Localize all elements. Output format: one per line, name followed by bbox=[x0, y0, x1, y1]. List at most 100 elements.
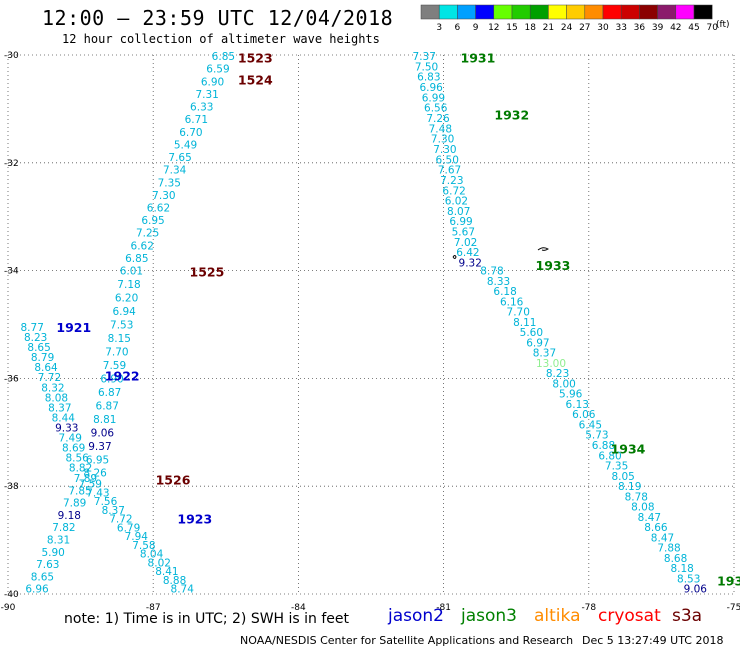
wave-height-value: 7.18 bbox=[117, 279, 140, 291]
wave-height-value: 6.13 bbox=[566, 399, 589, 411]
satellite-jason2: jason2 bbox=[388, 606, 444, 626]
wave-height-value: 8.88 bbox=[163, 575, 186, 587]
legend-label: 70 bbox=[706, 23, 718, 33]
wave-height-value: 8.05 bbox=[611, 471, 634, 483]
legend-label: 42 bbox=[670, 23, 681, 33]
wave-height-value: 6.95 bbox=[141, 215, 164, 227]
wave-height-value: 8.07 bbox=[447, 206, 470, 218]
wave-height-value: 7.88 bbox=[657, 543, 680, 555]
track-time-label: 1934 bbox=[611, 441, 646, 456]
wave-height-value: 6.45 bbox=[579, 419, 602, 431]
legend-swatch bbox=[420, 4, 440, 20]
wave-height-value: 5.73 bbox=[585, 430, 608, 442]
wave-height-value: 7.72 bbox=[109, 514, 132, 526]
wave-height-value: 7.63 bbox=[36, 559, 59, 571]
wave-height-value: 8.65 bbox=[31, 571, 54, 583]
wave-height-value: 7.43 bbox=[86, 487, 109, 499]
axis-ticks: -90 -87 -84 -81 -78 -75 -30 -32 -34 -36 -38 -40 bbox=[1, 51, 740, 613]
wave-height-value: 5.67 bbox=[452, 227, 475, 239]
legend-label: 6 bbox=[455, 23, 461, 33]
map-grid bbox=[7, 54, 735, 595]
lat-tick-label: -38 bbox=[4, 482, 19, 492]
wave-height-value: 8.31 bbox=[47, 535, 70, 547]
wave-height-value: 5.96 bbox=[559, 389, 583, 401]
wave-height-value: 7.67 bbox=[438, 165, 461, 177]
wave-height-value: 8.33 bbox=[487, 276, 510, 288]
wave-height-value: 8.08 bbox=[631, 502, 654, 514]
wave-height-value: 6.87 bbox=[98, 387, 121, 399]
legend-unit: (ft) bbox=[716, 20, 730, 30]
legend-label: 24 bbox=[561, 23, 573, 33]
legend-label: 39 bbox=[652, 23, 664, 33]
wave-height-value: 9.32 bbox=[459, 258, 482, 270]
lat-tick-label: -36 bbox=[4, 374, 19, 384]
track-time-label: 1935 bbox=[717, 574, 740, 589]
track-time-label: 1921 bbox=[56, 320, 91, 335]
legend-swatch bbox=[511, 4, 531, 20]
wave-height-value: 9.06 bbox=[91, 427, 115, 439]
wave-height-value: 6.90 bbox=[201, 76, 224, 88]
wave-height-value: 9.06 bbox=[684, 584, 708, 596]
legend-swatch bbox=[548, 4, 567, 20]
lon-tick-label: -90 bbox=[1, 603, 16, 613]
wave-height-value: 7.82 bbox=[52, 522, 75, 534]
island-mark bbox=[537, 247, 549, 251]
wave-height-value: 6.96 bbox=[25, 584, 49, 596]
wave-height-value: 5.60 bbox=[520, 327, 543, 339]
wave-height-value: 8.32 bbox=[41, 382, 64, 394]
legend-swatch bbox=[639, 4, 658, 20]
wave-height-value: 8.68 bbox=[664, 553, 687, 565]
wave-height-value: 7.37 bbox=[413, 51, 436, 63]
wave-height-value: 7.94 bbox=[125, 531, 149, 543]
wave-height-value: 6.99 bbox=[449, 216, 472, 228]
wave-height-value: 6.72 bbox=[442, 185, 465, 197]
wave-height-value: 6.59 bbox=[206, 64, 229, 76]
footer-note: note: 1) Time is in UTC; 2) SWH is in fe… bbox=[64, 611, 350, 627]
page-title: 12:00 — 23:59 UTC 12/04/2018 bbox=[42, 6, 394, 30]
wave-height-value: 6.80 bbox=[598, 450, 621, 462]
wave-height-value: 6.83 bbox=[417, 72, 440, 84]
track-time-label: 1931 bbox=[461, 51, 496, 66]
footer-timestamp: Dec 5 13:27:49 UTC 2018 bbox=[582, 634, 724, 647]
wave-height-value: 7.59 bbox=[103, 360, 126, 372]
wave-height-value: 6.94 bbox=[112, 306, 136, 318]
color-legend: 3 6 9 12 15 18 21 24 27 30 33 36 39 42 45 70 bbox=[420, 4, 718, 33]
legend-label: 27 bbox=[579, 23, 590, 33]
wave-height-value: 8.82 bbox=[69, 462, 92, 474]
wave-height-value: 8.19 bbox=[618, 481, 641, 493]
wave-height-value: 13.00 bbox=[536, 358, 566, 370]
wave-height-value: 8.41 bbox=[155, 566, 178, 578]
wave-height-value: 7.53 bbox=[110, 320, 133, 332]
legend-label: 30 bbox=[597, 23, 609, 33]
legend-swatch bbox=[475, 4, 495, 20]
wave-height-value: 7.58 bbox=[132, 540, 155, 552]
wave-height-value: 8.47 bbox=[651, 532, 674, 544]
wave-height-value: 8.23 bbox=[24, 332, 47, 344]
lat-tick-label: -32 bbox=[4, 159, 19, 169]
legend-swatch bbox=[620, 4, 640, 20]
wave-height-value: 8.78 bbox=[625, 491, 648, 503]
legend-label: 15 bbox=[506, 23, 517, 33]
wave-height-value: 8.23 bbox=[546, 368, 569, 380]
track-time-label: 1933 bbox=[536, 258, 571, 273]
wave-height-value: 8.11 bbox=[513, 317, 536, 329]
wave-height-value: 7.30 bbox=[433, 144, 456, 156]
wave-height-value: 9.37 bbox=[88, 441, 111, 453]
wave-height-value: 8.18 bbox=[670, 563, 693, 575]
wave-height-value: 8.78 bbox=[480, 266, 503, 278]
wave-height-value: 8.37 bbox=[533, 348, 556, 360]
wave-height-value: 6.90 bbox=[100, 373, 123, 385]
lon-tick-label: -78 bbox=[581, 603, 596, 613]
wave-height-value: 7.65 bbox=[168, 152, 191, 164]
lon-tick-label: -75 bbox=[727, 603, 740, 613]
wave-height-value: 7.59 bbox=[79, 479, 102, 491]
wave-height-value: 6.62 bbox=[131, 240, 154, 252]
lon-tick-label: -81 bbox=[436, 603, 451, 613]
lon-tick-label: -87 bbox=[146, 603, 161, 613]
track-time-label: 1525 bbox=[190, 265, 225, 280]
legend-swatch bbox=[584, 4, 604, 20]
wave-height-value: 6.42 bbox=[456, 247, 479, 259]
legend-label: 33 bbox=[615, 23, 626, 33]
wave-height-value: 6.18 bbox=[493, 286, 516, 298]
lon-tick-label: -84 bbox=[291, 603, 306, 613]
